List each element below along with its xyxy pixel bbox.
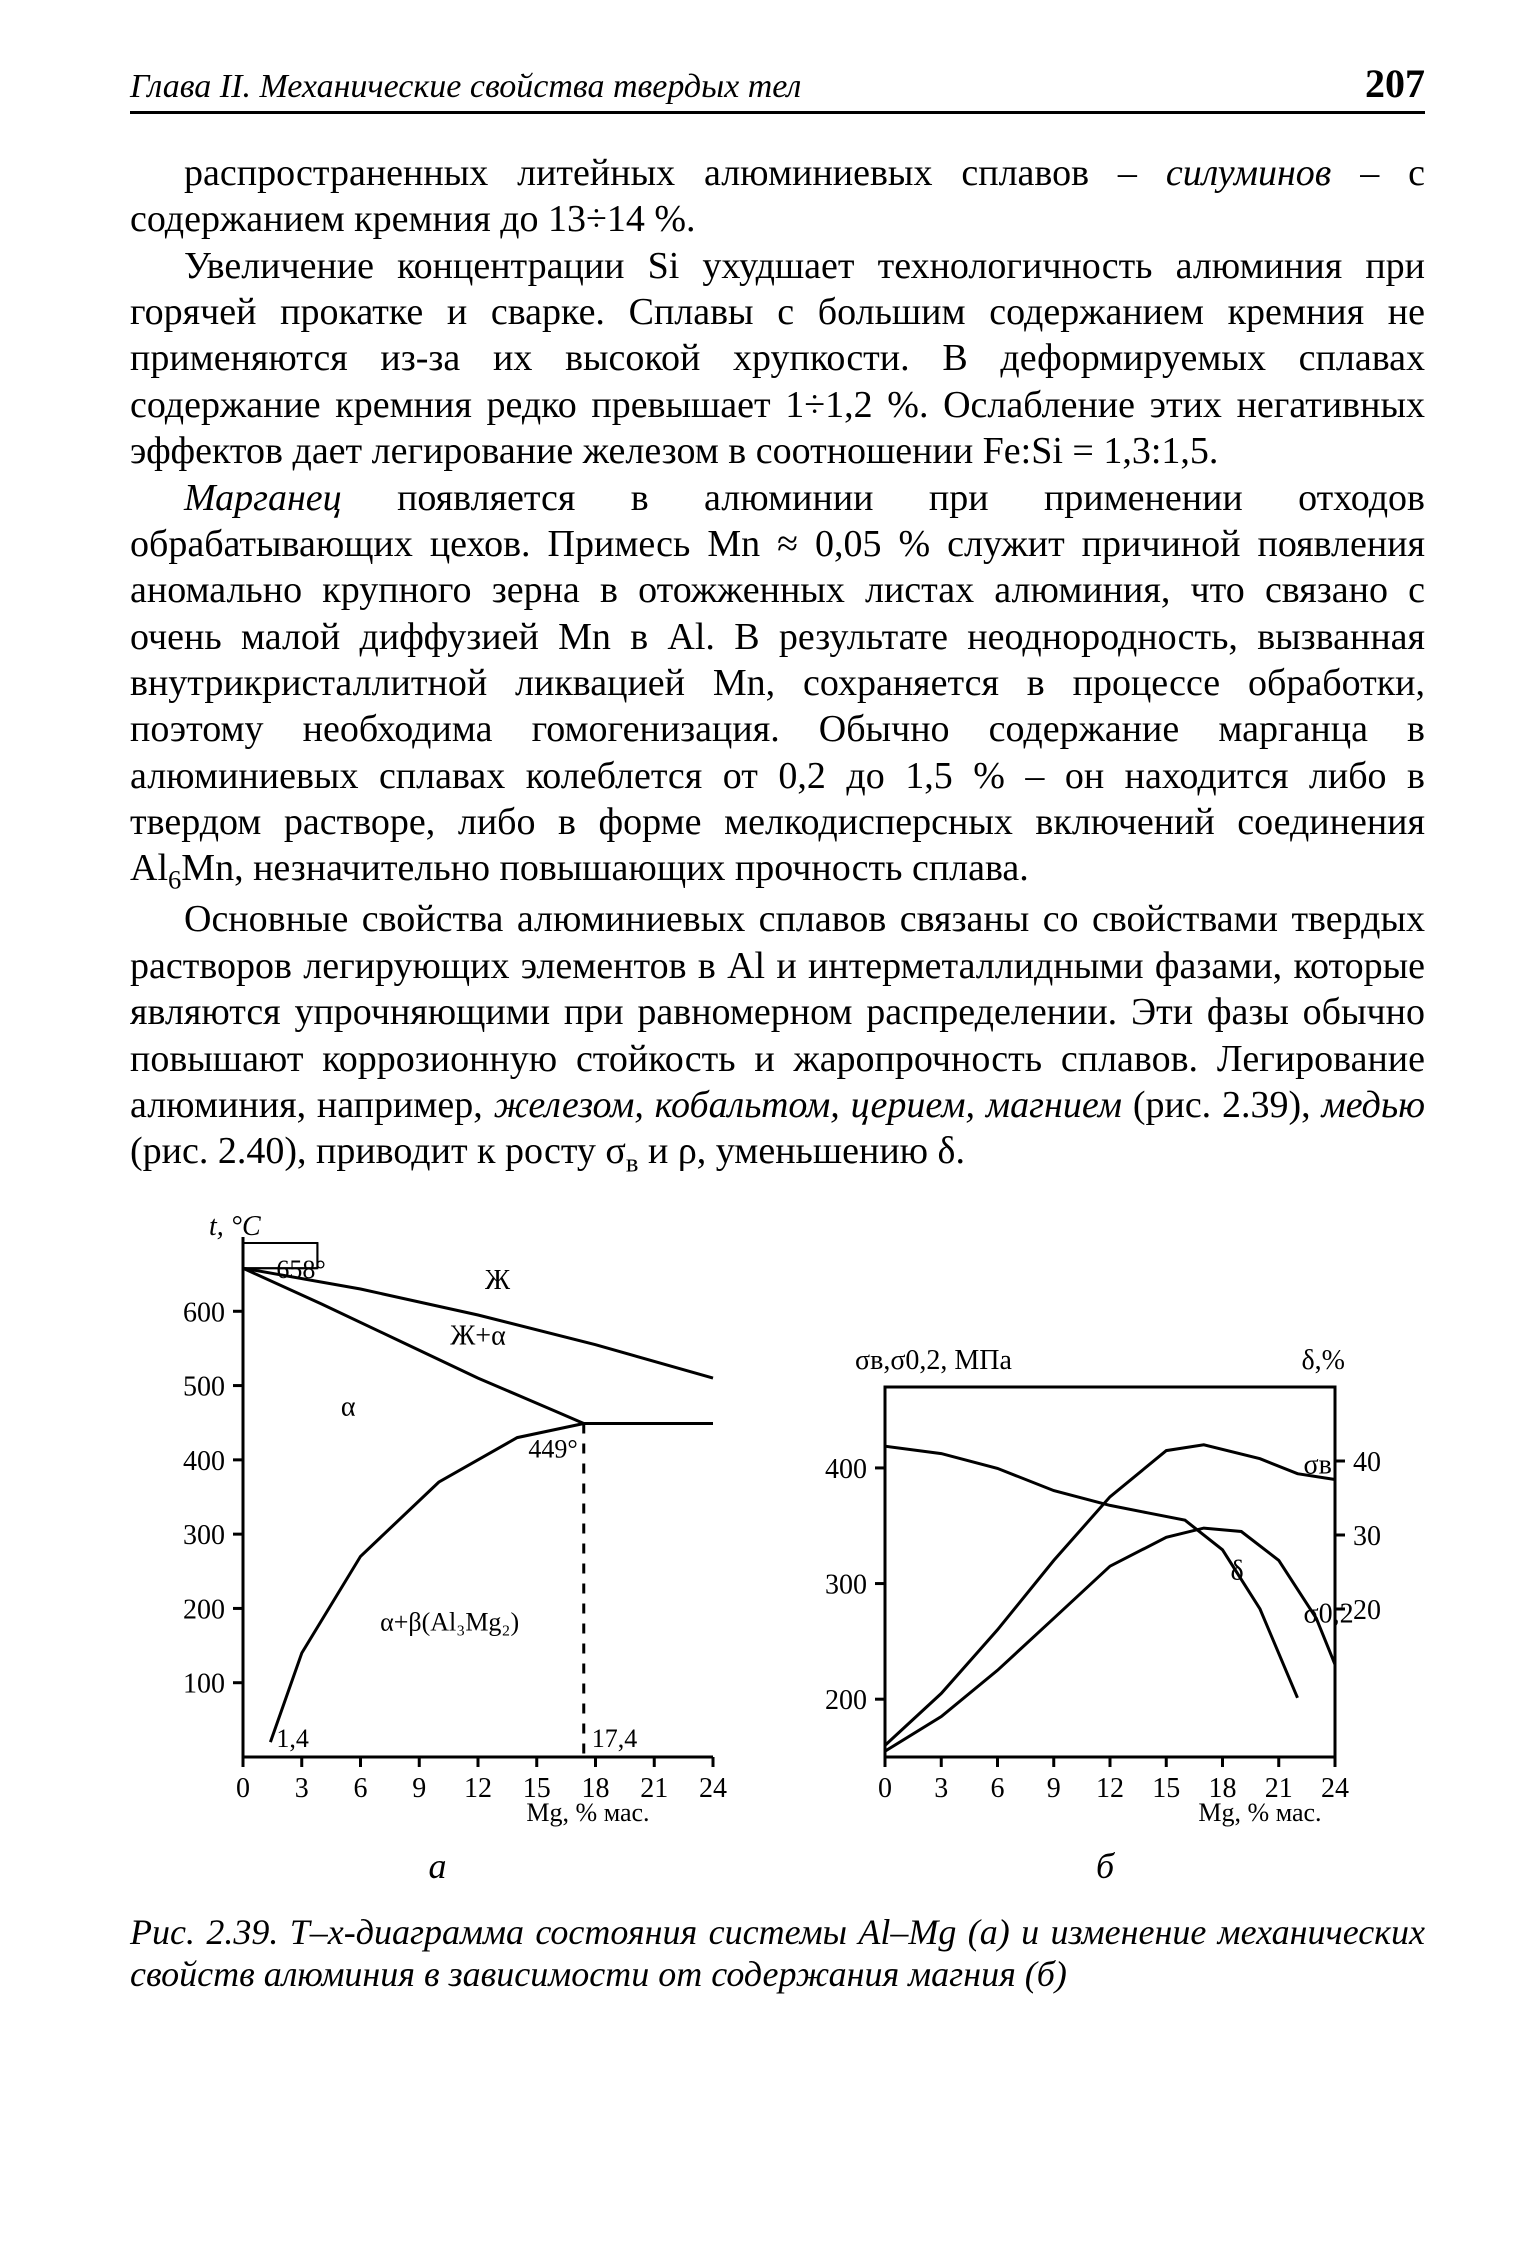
svg-text:9: 9 <box>412 1773 426 1804</box>
page: Глава II. Механические свойства твердых … <box>0 0 1535 2264</box>
svg-text:δ,%: δ,% <box>1301 1345 1345 1376</box>
svg-text:Ж: Ж <box>485 1265 511 1296</box>
paragraph-2: Увеличение концентрации Si ухудшает техн… <box>130 243 1425 475</box>
paragraph-1: распространенных литейных алюминиевых сп… <box>130 150 1425 243</box>
paragraph-3: Марганец появляется в алюминии при приме… <box>130 475 1425 897</box>
svg-text:12: 12 <box>464 1773 492 1804</box>
caption-text: T–x-диаграмма состояния системы Al–Mg (а… <box>130 1912 1425 1994</box>
page-number: 207 <box>1365 60 1425 107</box>
svg-text:600: 600 <box>183 1298 225 1329</box>
svg-text:0: 0 <box>236 1773 250 1804</box>
svg-text:Mg, % мас.: Mg, % мас. <box>1198 1798 1321 1827</box>
svg-text:449°: 449° <box>528 1435 577 1464</box>
figure-caption: Рис. 2.39. T–x-диаграмма состояния систе… <box>130 1911 1425 1995</box>
svg-text:24: 24 <box>699 1773 727 1804</box>
svg-text:30: 30 <box>1353 1521 1381 1552</box>
svg-text:6: 6 <box>991 1773 1005 1804</box>
svg-text:200: 200 <box>183 1595 225 1626</box>
svg-text:300: 300 <box>825 1570 867 1601</box>
svg-text:9: 9 <box>1047 1773 1061 1804</box>
paragraph-4: Основные свойства алюминиевых сплавов св… <box>130 896 1425 1179</box>
svg-text:6: 6 <box>353 1773 367 1804</box>
svg-text:1,4: 1,4 <box>276 1724 309 1753</box>
svg-text:100: 100 <box>183 1669 225 1700</box>
svg-text:300: 300 <box>183 1520 225 1551</box>
chapter-title: Глава II. Механические свойства твердых … <box>130 68 801 106</box>
svg-text:12: 12 <box>1096 1773 1124 1804</box>
caption-prefix: Рис. 2.39. <box>130 1912 278 1952</box>
svg-text:Mg, % мас.: Mg, % мас. <box>526 1798 649 1827</box>
svg-text:15: 15 <box>1152 1773 1180 1804</box>
properties-chart-svg: 20030040020304003691215182124σв,σ0,2, МП… <box>785 1327 1425 1827</box>
svg-text:400: 400 <box>183 1446 225 1477</box>
svg-text:24: 24 <box>1321 1773 1349 1804</box>
svg-text:17,4: 17,4 <box>591 1724 637 1753</box>
svg-text:40: 40 <box>1353 1447 1381 1478</box>
body-text: распространенных литейных алюминиевых сп… <box>130 150 1425 1179</box>
running-head: Глава II. Механические свойства твердых … <box>130 60 1425 114</box>
svg-text:3: 3 <box>294 1773 308 1804</box>
svg-text:σв,σ0,2, МПа: σв,σ0,2, МПа <box>855 1345 1013 1376</box>
svg-text:σв: σв <box>1304 1450 1332 1481</box>
svg-text:δ: δ <box>1231 1556 1244 1587</box>
svg-text:200: 200 <box>825 1685 867 1716</box>
figure-a: 10020030040050060003691215182124t, °CMg,… <box>130 1207 745 1887</box>
svg-text:400: 400 <box>825 1454 867 1485</box>
figure-row: 10020030040050060003691215182124t, °CMg,… <box>130 1207 1425 1887</box>
svg-text:t, °C: t, °C <box>209 1211 261 1242</box>
figure-b-label: б <box>1096 1845 1114 1887</box>
svg-text:0: 0 <box>878 1773 892 1804</box>
phase-diagram-svg: 10020030040050060003691215182124t, °CMg,… <box>133 1207 743 1827</box>
svg-text:σ0,2: σ0,2 <box>1304 1599 1354 1630</box>
svg-text:α+β(Al₃Mg₂): α+β(Al₃Mg₂) <box>380 1608 519 1637</box>
svg-text:Ж+α: Ж+α <box>450 1321 506 1352</box>
svg-text:658°: 658° <box>276 1255 325 1284</box>
svg-text:20: 20 <box>1353 1595 1381 1626</box>
svg-text:3: 3 <box>934 1773 948 1804</box>
svg-text:500: 500 <box>183 1372 225 1403</box>
svg-text:α: α <box>340 1392 355 1423</box>
figure-a-label: а <box>429 1845 447 1887</box>
figure-b: 20030040020304003691215182124σв,σ0,2, МП… <box>785 1327 1425 1887</box>
